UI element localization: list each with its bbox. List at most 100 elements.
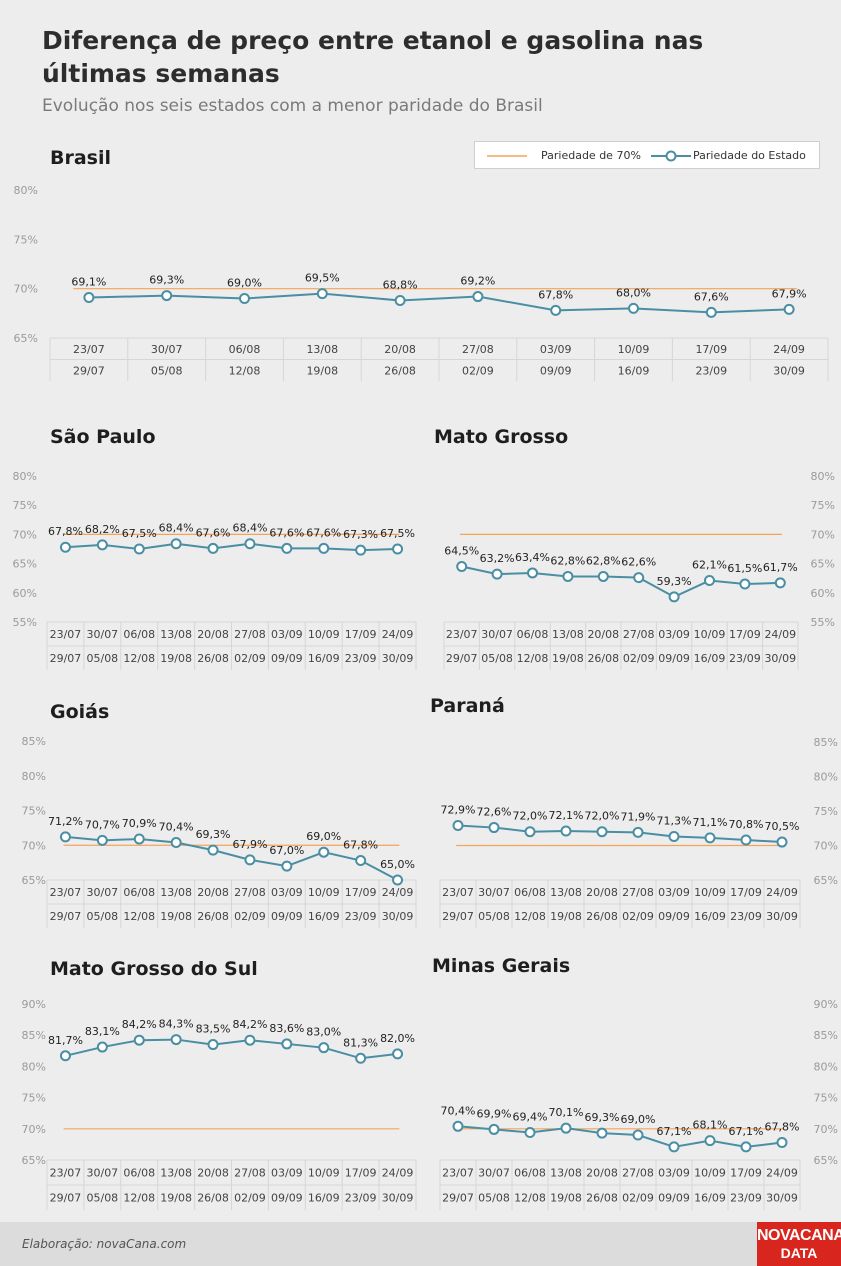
mato-grosso-do-sul-category-start-label: 27/08 — [234, 1167, 266, 1180]
parana-data-point — [776, 836, 788, 848]
minas-gerais-data-point — [488, 1123, 500, 1135]
parana-data-point — [740, 834, 752, 846]
mato-grosso-do-sul-value-label: 84,2% — [232, 1018, 267, 1031]
brasil-value-label: 69,2% — [460, 275, 495, 288]
parana-category-end-label: 19/08 — [550, 910, 582, 923]
mato-grosso-value-label: 59,3% — [657, 575, 692, 588]
mato-grosso-category-start-label: 27/08 — [623, 628, 655, 641]
sao-paulo-data-point — [244, 538, 256, 550]
minas-gerais-category-start-label: 20/08 — [586, 1167, 618, 1180]
mato-grosso-data-point — [668, 591, 680, 603]
mato-grosso-do-sul-data-point — [59, 1050, 71, 1062]
goias-ytick-label: 75% — [22, 805, 46, 818]
parana-value-label: 70,5% — [765, 820, 800, 833]
brasil-data-point — [83, 292, 95, 304]
goias-category-start-label: 17/09 — [345, 886, 377, 899]
mato-grosso-ytick-label: 80% — [811, 470, 835, 483]
mato-grosso-value-label: 61,5% — [727, 562, 762, 575]
minas-gerais-category-start-label: 03/09 — [658, 1167, 690, 1180]
mato-grosso-category-end-label: 09/09 — [658, 652, 690, 665]
parana-data-point — [668, 831, 680, 843]
minas-gerais-value-label: 69,4% — [513, 1111, 548, 1124]
mato-grosso-do-sul-data-point — [244, 1034, 256, 1046]
sao-paulo-ytick-label: 70% — [13, 528, 37, 541]
mato-grosso-ytick-label: 70% — [811, 528, 835, 541]
legend-parity-label: Pariedade de 70% — [541, 149, 641, 162]
minas-gerais-value-label: 69,3% — [585, 1111, 620, 1124]
parana-value-label: 71,1% — [693, 816, 728, 829]
mato-grosso-do-sul-ytick-label: 70% — [22, 1123, 46, 1136]
mato-grosso-do-sul-data-point — [281, 1038, 293, 1050]
parana-data-point — [596, 826, 608, 838]
sao-paulo-ytick-label: 60% — [13, 587, 37, 600]
sao-paulo-value-label: 68,4% — [159, 522, 194, 535]
goias-data-point — [133, 833, 145, 845]
mato-grosso-do-sul-data-point — [392, 1048, 404, 1060]
mato-grosso-value-label: 64,5% — [444, 545, 479, 558]
brasil-category-start-label: 03/09 — [540, 343, 572, 356]
brasil-category-end-label: 19/08 — [306, 364, 338, 377]
minas-gerais-data-point — [452, 1120, 464, 1132]
parana-value-label: 72,6% — [477, 806, 512, 819]
parana-ytick-label: 75% — [814, 805, 838, 818]
mato-grosso-do-sul-value-label: 83,6% — [269, 1022, 304, 1035]
goias-category-start-label: 27/08 — [234, 886, 266, 899]
parana-data-point — [632, 826, 644, 838]
goias-category-end-label: 19/08 — [160, 910, 192, 923]
sao-paulo-category-start-label: 03/09 — [271, 628, 303, 641]
parana-value-label: 72,0% — [513, 810, 548, 823]
parana-category-start-label: 20/08 — [586, 886, 618, 899]
mato-grosso-do-sul-category-end-label: 02/09 — [234, 1192, 266, 1205]
mato-grosso-do-sul-data-point — [96, 1041, 108, 1053]
brasil-data-point — [705, 306, 717, 318]
mato-grosso-data-point — [562, 570, 574, 582]
parana-category-end-label: 16/09 — [694, 910, 726, 923]
parana-category-start-label: 03/09 — [658, 886, 690, 899]
sao-paulo-category-end-label: 29/07 — [50, 652, 82, 665]
goias-value-label: 71,2% — [48, 815, 83, 828]
goias-value-label: 67,9% — [232, 838, 267, 851]
parana-value-label: 72,0% — [585, 810, 620, 823]
goias-data-point — [59, 831, 71, 843]
brasil-category-start-label: 10/09 — [618, 343, 650, 356]
goias-category-start-label: 10/09 — [308, 886, 340, 899]
minas-gerais-category-start-label: 30/07 — [478, 1167, 510, 1180]
mato-grosso-do-sul-category-end-label: 26/08 — [197, 1192, 229, 1205]
parana-category-start-label: 06/08 — [514, 886, 546, 899]
mato-grosso-do-sul-data-point — [207, 1039, 219, 1051]
mato-grosso-state-line — [461, 565, 781, 599]
mato-grosso-category-start-label: 03/09 — [658, 628, 690, 641]
minas-gerais-category-start-label: 13/08 — [550, 1167, 582, 1180]
legend-state-label: Pariedade do Estado — [693, 149, 806, 162]
mato-grosso-do-sul-category-start-label: 24/09 — [382, 1167, 414, 1180]
brasil-value-label: 67,6% — [694, 290, 729, 303]
minas-gerais-category-start-label: 06/08 — [514, 1167, 546, 1180]
parana-value-label: 71,3% — [657, 815, 692, 828]
chart-legend: Pariedade de 70% Pariedade do Estado — [474, 141, 820, 169]
minas-gerais-state-line — [457, 1125, 783, 1148]
goias-category-end-label: 09/09 — [271, 910, 303, 923]
sao-paulo-value-label: 68,2% — [85, 523, 120, 536]
sao-paulo-data-point — [96, 539, 108, 551]
mato-grosso-do-sul-category-end-label: 29/07 — [50, 1192, 82, 1205]
goias-data-point — [355, 855, 367, 867]
minas-gerais-data-point — [704, 1135, 716, 1147]
brasil-data-point — [161, 290, 173, 302]
goias-data-point — [318, 846, 330, 858]
mato-grosso-category-end-label: 16/09 — [694, 652, 726, 665]
novacana-data-logo: NOVACANA DATA — [757, 1222, 841, 1266]
mato-grosso-category-start-label: 24/09 — [764, 628, 796, 641]
goias-value-label: 67,8% — [343, 839, 378, 852]
parana-ytick-label: 85% — [814, 736, 838, 749]
mato-grosso-do-sul-ytick-label: 65% — [22, 1154, 46, 1167]
minas-gerais-ytick-label: 65% — [814, 1154, 838, 1167]
minas-gerais-category-end-label: 09/09 — [658, 1192, 690, 1205]
goias-category-end-label: 26/08 — [197, 910, 229, 923]
sao-paulo-value-label: 67,6% — [269, 526, 304, 539]
sao-paulo-category-start-label: 10/09 — [308, 628, 340, 641]
goias-value-label: 69,0% — [306, 830, 341, 843]
sao-paulo-data-point — [170, 538, 182, 550]
brasil-category-end-label: 12/08 — [229, 364, 261, 377]
parana-ytick-label: 80% — [814, 771, 838, 784]
brasil-data-point — [239, 293, 250, 305]
